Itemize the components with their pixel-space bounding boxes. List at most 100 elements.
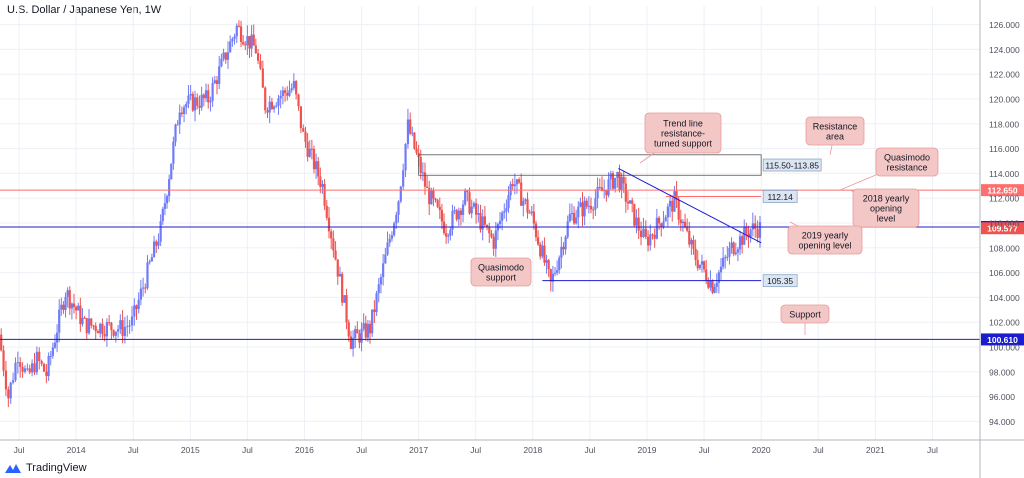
candle-body [483,216,486,225]
x-tick-label: Jul [813,445,824,455]
y-tick-label: 96.000 [989,392,1015,402]
candle-body [35,351,38,373]
candle-body [75,306,78,311]
candle-body [163,203,167,209]
candle-body [485,224,489,227]
candle-body [730,242,733,248]
candle-body [551,273,555,282]
candle-body [308,148,311,157]
candle-body [94,325,97,332]
candle-body [92,325,95,327]
candle-body [719,266,723,273]
candle-body [611,173,615,189]
candle-body [503,211,506,213]
candle-body [114,331,117,336]
candle-body [724,257,727,259]
candle-body [220,58,223,67]
x-tick-label: Jul [14,445,25,455]
tradingview-footer[interactable]: TradingView [4,461,87,475]
candle-body [330,231,333,239]
candle-body [726,256,729,258]
candle-body [592,209,595,211]
candle-body [19,362,22,367]
candle-body [649,234,652,246]
candle-body [270,101,273,110]
candle-body [295,81,298,95]
y-tick-label: 118.000 [989,119,1019,129]
candle-body [474,203,478,215]
candle-body [738,236,742,250]
candle-body [671,200,674,212]
candle-body [16,362,19,364]
candle-body [537,237,540,245]
candle-body [209,100,212,103]
candle-body [248,36,251,49]
candle-body [254,45,257,54]
candle-body [288,90,291,96]
candle-body [513,184,516,187]
candle-body [675,191,678,200]
candle-body [141,287,145,289]
candle-body [237,25,241,27]
candle-body [679,219,682,224]
candle-body [38,351,41,362]
candle-body [579,202,582,207]
candle-body [259,60,262,69]
trend-line [618,167,762,244]
candle-body [622,176,625,184]
candle-body [319,176,322,187]
candle-body [745,226,748,234]
candle-body [246,36,249,46]
callout-text: 2019 yearly [802,231,849,241]
callout-text: Quasimodo [884,153,930,163]
candle-body [341,273,344,303]
candle-body [87,318,91,334]
candle-body [501,212,504,221]
candle-body [211,83,214,101]
candle-body [60,304,63,310]
candle-body [620,176,623,191]
candle-body [152,241,156,258]
candle-body [77,305,80,311]
candle-body [741,236,744,245]
candle-body [180,112,183,115]
callout-box [787,225,863,255]
y-tick-label: 106.000 [989,268,1020,278]
x-tick-label: Jul [470,445,481,455]
candle-body [517,179,521,183]
candle-body [103,334,106,337]
candle-body [146,262,149,289]
y-tick-label: 110.000 [989,219,1019,229]
candle-body [705,269,708,282]
candle-body [226,52,230,60]
candle-body [191,93,194,111]
candle-body [709,281,712,288]
candle-body [660,223,663,228]
candle-body [698,264,701,269]
candle-body [628,200,632,204]
candle-body [231,38,234,42]
candle-body [207,90,210,103]
candle-body [382,263,385,278]
candle-body [673,191,676,212]
candle-body [651,234,654,236]
candle-body [159,221,162,242]
candle-body [532,211,535,224]
candle-body [455,210,458,220]
candle-body [2,350,5,371]
candle-body [423,172,427,187]
candle-body [553,272,557,274]
candle-body [26,368,29,370]
candle-body [336,259,339,277]
candle-body [494,230,497,249]
resistance-zone [418,154,762,176]
segment-tag-label: 105.35 [767,276,793,286]
candle-body [481,216,484,230]
candle-body [81,317,84,325]
candle-body [105,322,108,337]
y-tick-label: 116.000 [989,144,1019,154]
candle-body [306,141,309,157]
candle-body [466,190,469,193]
candle-body [275,105,278,107]
